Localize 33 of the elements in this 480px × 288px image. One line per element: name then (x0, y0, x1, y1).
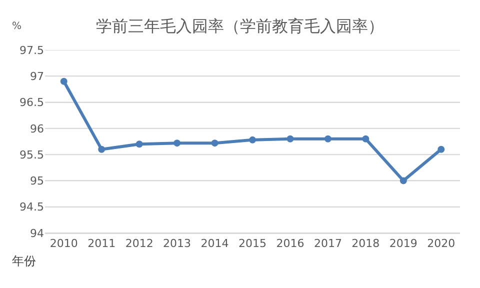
x-axis-title: 年份 (12, 254, 36, 268)
point (211, 140, 218, 147)
point (362, 135, 370, 142)
point (324, 135, 332, 142)
y-tick-label: 97 (30, 70, 44, 83)
x-tick-label: 2013 (163, 237, 192, 250)
point (136, 140, 143, 148)
point (98, 146, 106, 153)
y-tick-label: 95.5 (20, 148, 44, 162)
point (400, 177, 407, 184)
x-tick-label: 2015 (238, 237, 266, 250)
x-tick-label: 2012 (125, 237, 154, 250)
x-tick-label: 2017 (314, 237, 342, 250)
point (286, 135, 294, 142)
y-tick-label: 95 (30, 174, 44, 188)
x-tick-label: 2018 (352, 237, 380, 250)
y-tick-label: 97.5 (20, 44, 44, 57)
y-tick-label: 94 (30, 226, 44, 240)
point (60, 78, 68, 85)
y-tick-label: 94.5 (20, 200, 44, 214)
x-tick-label: 2020 (427, 237, 456, 250)
x-tick-label: 2019 (389, 237, 418, 250)
y-tick-label: 96.5 (20, 96, 44, 110)
x-tick-label: 2014 (200, 237, 229, 250)
point (174, 140, 181, 147)
x-tick-label: 2016 (276, 237, 304, 250)
point (438, 146, 445, 153)
y-tick-label: 96 (30, 122, 44, 136)
point (249, 136, 256, 144)
x-tick-label: 2010 (50, 237, 78, 250)
chart-title: 学前三年毛入园率（学前教育毛入园率） (96, 16, 384, 36)
y-axis-title: % (12, 21, 22, 32)
x-tick-label: 2011 (88, 237, 116, 250)
